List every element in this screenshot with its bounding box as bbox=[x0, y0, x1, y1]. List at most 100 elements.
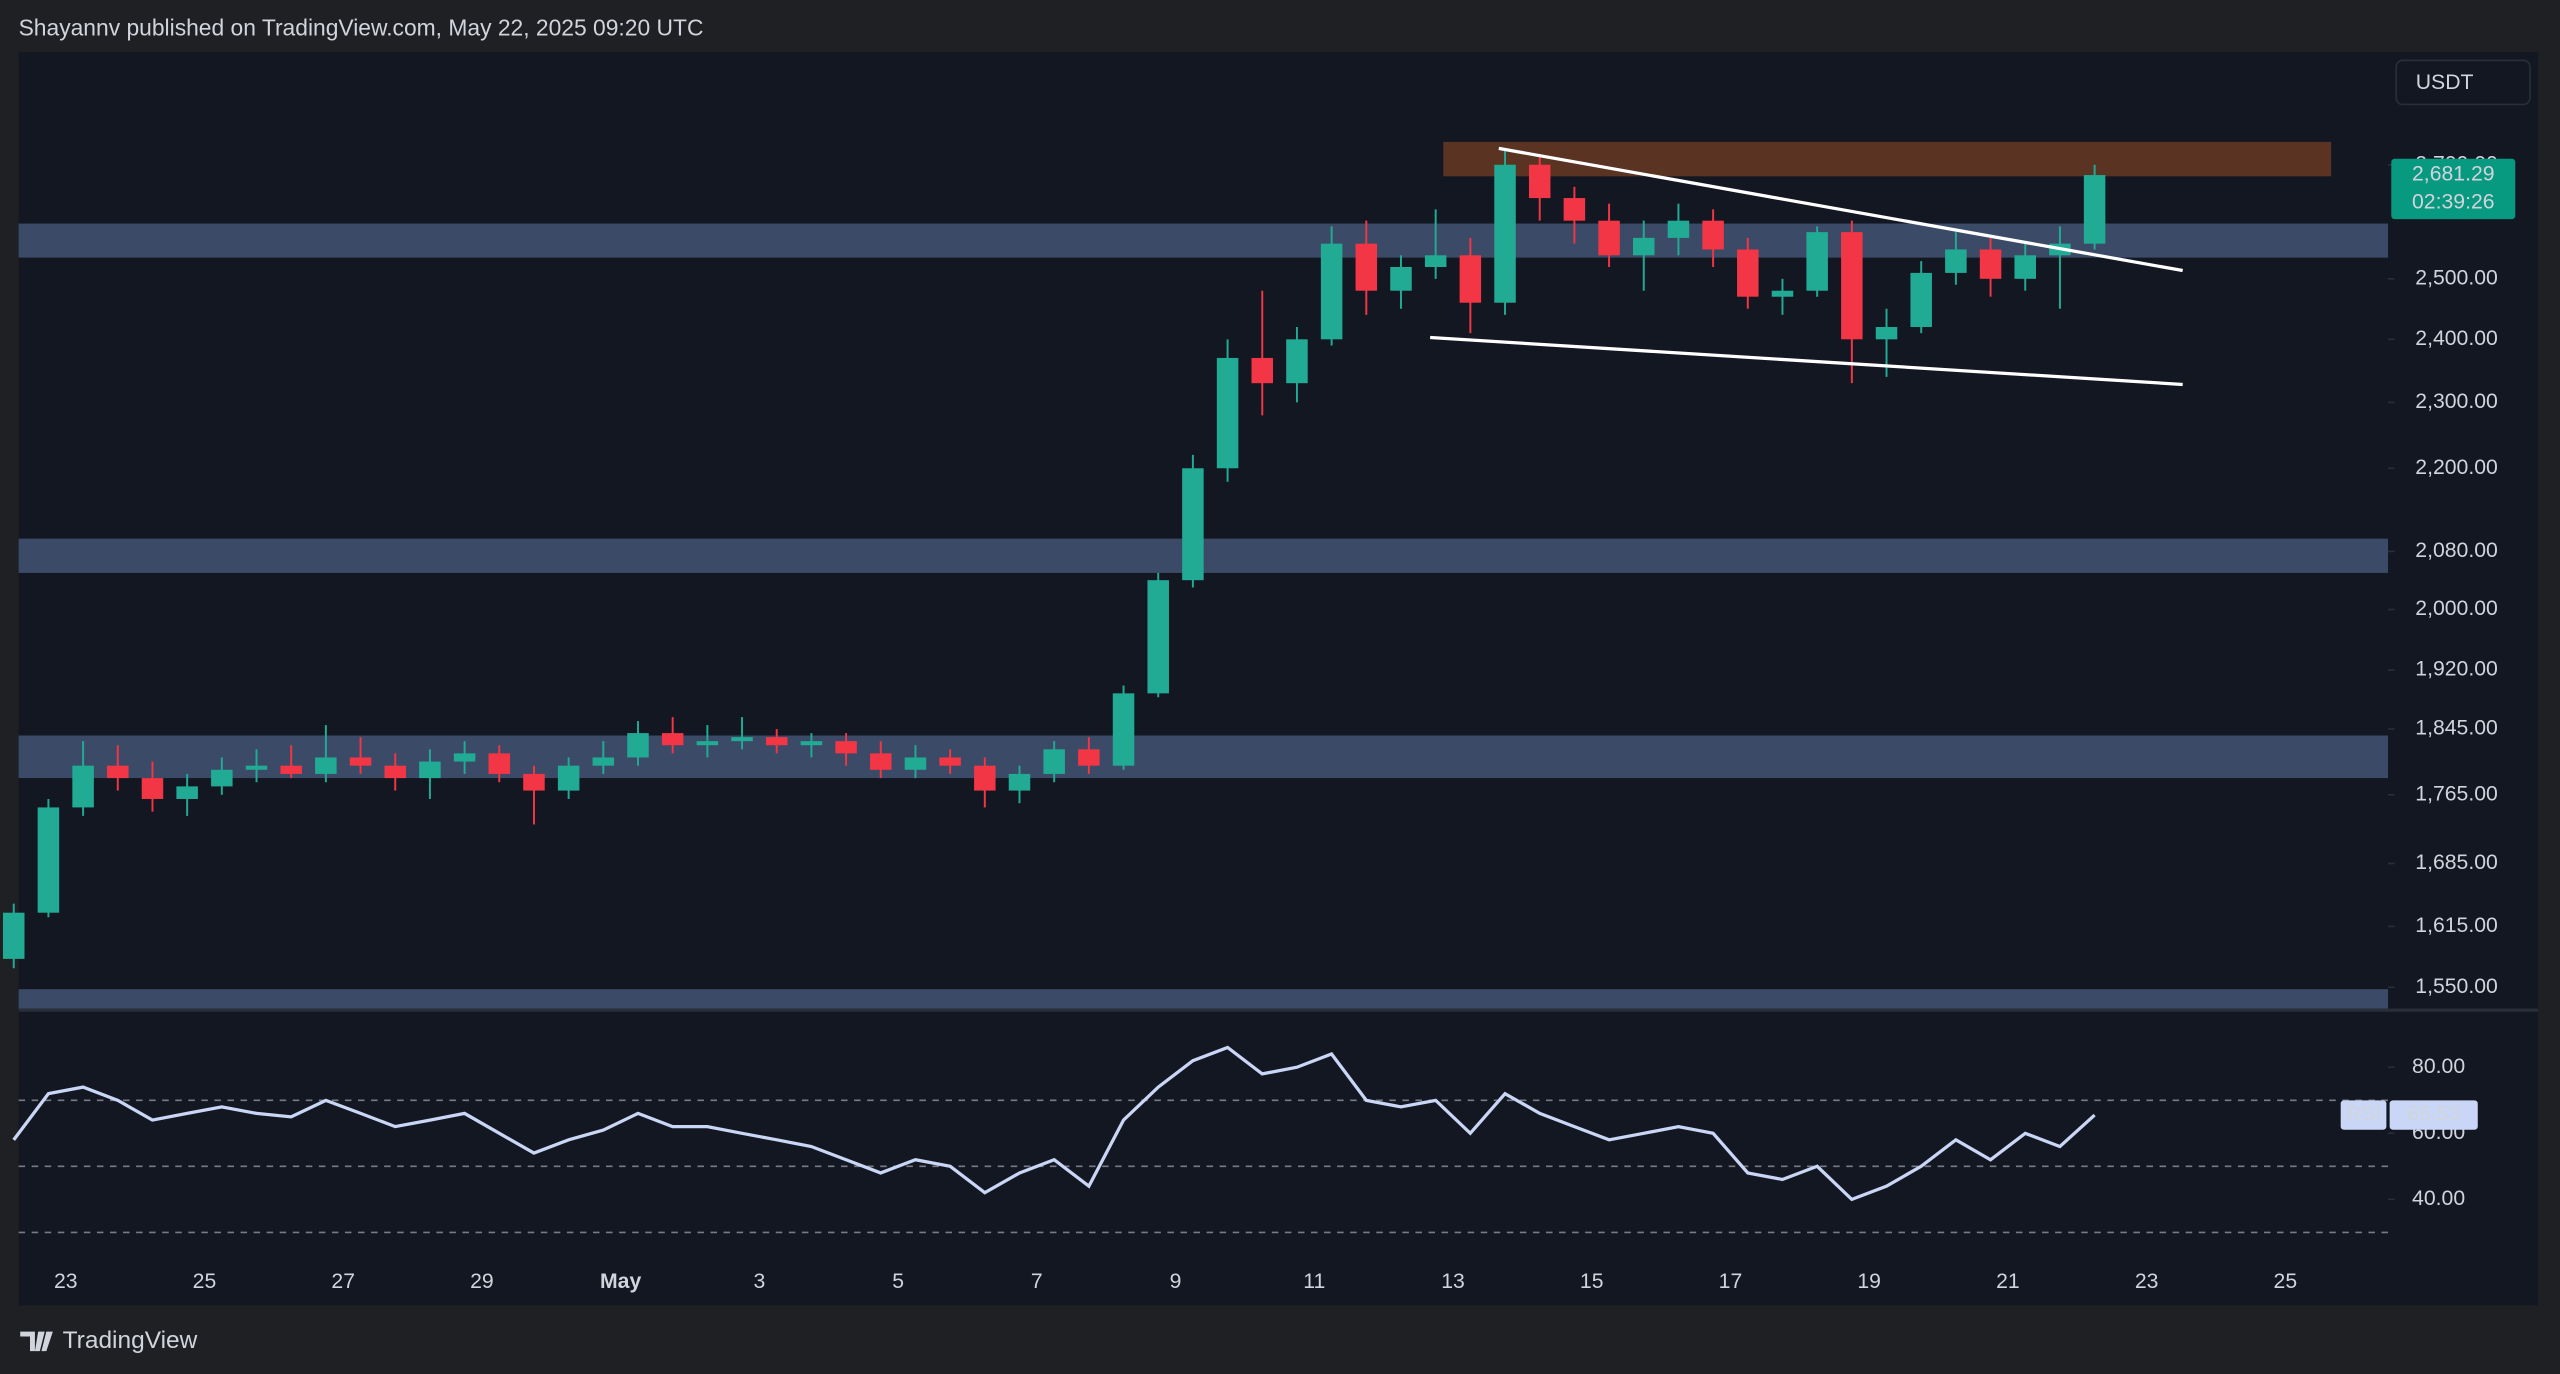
chart-area bbox=[18, 52, 2539, 1306]
rsi-line bbox=[12, 1045, 2096, 1202]
x-tick-label: 15 bbox=[1580, 1270, 1604, 1293]
x-tick-label: 17 bbox=[1719, 1270, 1743, 1293]
candle-body bbox=[37, 807, 60, 913]
y-tick-label: 1,550.00 bbox=[2415, 975, 2498, 998]
candle-body bbox=[1528, 164, 1551, 199]
x-tick-label: 23 bbox=[2135, 1270, 2159, 1293]
candle-body bbox=[2083, 175, 2106, 244]
candle-body bbox=[627, 733, 649, 758]
rsi-value-box bbox=[2389, 1100, 2478, 1130]
candle-body bbox=[315, 757, 337, 774]
candle-body bbox=[1424, 255, 1447, 268]
candle-body bbox=[384, 765, 406, 779]
candle-body bbox=[1320, 243, 1343, 340]
candle-body bbox=[1147, 580, 1169, 694]
candle-body bbox=[1979, 249, 2002, 279]
x-tick-label: May bbox=[600, 1270, 641, 1293]
footer: TradingView bbox=[63, 1327, 198, 1354]
candle-body bbox=[696, 741, 719, 746]
y-tick-label: 1,615.00 bbox=[2415, 914, 2498, 937]
candle-body bbox=[141, 778, 164, 799]
y-tick-label: 1,685.00 bbox=[2415, 851, 2498, 874]
x-tick-label: 27 bbox=[331, 1270, 355, 1293]
candle-body bbox=[731, 737, 753, 742]
candle-body bbox=[1910, 272, 1932, 328]
candle-body bbox=[72, 765, 94, 808]
candle-body bbox=[1494, 164, 1516, 303]
y-tick-label: 1,845.00 bbox=[2415, 717, 2498, 740]
candle-body bbox=[2, 912, 25, 959]
currency: USDT bbox=[2416, 71, 2474, 94]
candle-body bbox=[176, 786, 198, 799]
candle-body bbox=[557, 765, 580, 791]
candle-body bbox=[1008, 773, 1031, 791]
support-zone bbox=[18, 735, 2389, 779]
candle-body bbox=[1945, 249, 1967, 273]
x-tick-label: 9 bbox=[1170, 1270, 1182, 1293]
x-tick-label: 19 bbox=[1857, 1270, 1881, 1293]
y-tick-label: 2,080.00 bbox=[2415, 539, 2498, 562]
candle-body bbox=[1251, 357, 1274, 384]
x-tick-label: 5 bbox=[892, 1270, 904, 1293]
rsi-value: 65.53 bbox=[2407, 1103, 2460, 1126]
candle-body bbox=[453, 753, 476, 762]
candle-body bbox=[488, 753, 511, 774]
candle-body bbox=[592, 757, 615, 766]
rsi-name-box bbox=[2340, 1100, 2387, 1130]
candle-body bbox=[1043, 749, 1065, 774]
candle-body bbox=[939, 757, 961, 766]
y-tick-label: 2,500.00 bbox=[2415, 266, 2498, 289]
candle-body bbox=[904, 757, 927, 770]
candle-body bbox=[800, 741, 823, 746]
candle-body bbox=[523, 773, 545, 791]
x-tick-label: 23 bbox=[54, 1270, 78, 1293]
candle-body bbox=[1459, 255, 1482, 303]
candle-body bbox=[661, 733, 684, 746]
candle-body bbox=[211, 769, 233, 787]
candle-body bbox=[1841, 232, 1863, 340]
y-tick-label: 80.00 bbox=[2412, 1055, 2465, 1078]
y-tick-label: 2,200.00 bbox=[2415, 456, 2498, 479]
trendline bbox=[1498, 146, 2183, 273]
y-tick-label: 1,765.00 bbox=[2415, 782, 2498, 805]
resistance-zone bbox=[1443, 141, 2332, 177]
candle-body bbox=[280, 765, 302, 774]
x-tick-label: 3 bbox=[753, 1270, 765, 1293]
candle-body bbox=[974, 765, 996, 791]
candle-body bbox=[419, 761, 441, 779]
price-label: 2,681.29 bbox=[2412, 163, 2495, 186]
candle-body bbox=[765, 737, 788, 746]
candle-body bbox=[1771, 290, 1794, 297]
candle-body bbox=[1078, 749, 1100, 766]
x-tick-label: 25 bbox=[193, 1270, 217, 1293]
candle-body bbox=[1355, 243, 1378, 291]
rsi-name: RSI bbox=[2346, 1103, 2381, 1126]
candle-body bbox=[1667, 220, 1690, 238]
candle-body bbox=[1182, 468, 1204, 581]
candle-body bbox=[1598, 220, 1620, 256]
candle-body bbox=[1216, 357, 1239, 469]
candle-body bbox=[107, 765, 129, 779]
candle-body bbox=[1390, 267, 1412, 291]
y-tick-label: 1,920.00 bbox=[2415, 658, 2498, 681]
candle-body bbox=[1702, 220, 1724, 250]
currency-box bbox=[2395, 59, 2531, 106]
candle-body bbox=[1112, 693, 1135, 766]
x-tick-label: 13 bbox=[1441, 1270, 1465, 1293]
price-label-box bbox=[2391, 158, 2516, 220]
support-zone bbox=[18, 223, 2389, 258]
x-tick-label: 29 bbox=[470, 1270, 494, 1293]
candle-body bbox=[1286, 339, 1308, 384]
candle-body bbox=[1737, 249, 1759, 297]
x-tick-label: 7 bbox=[1031, 1270, 1043, 1293]
candle-body bbox=[349, 757, 372, 766]
y-tick-label: 2,400.00 bbox=[2415, 327, 2498, 350]
candle-body bbox=[2014, 255, 2036, 279]
candle-body bbox=[245, 765, 268, 770]
candle-body bbox=[835, 741, 857, 754]
support-zone bbox=[18, 989, 2389, 1009]
y-tick-label: 40.00 bbox=[2412, 1187, 2465, 1210]
countdown: 02:39:26 bbox=[2412, 190, 2495, 213]
